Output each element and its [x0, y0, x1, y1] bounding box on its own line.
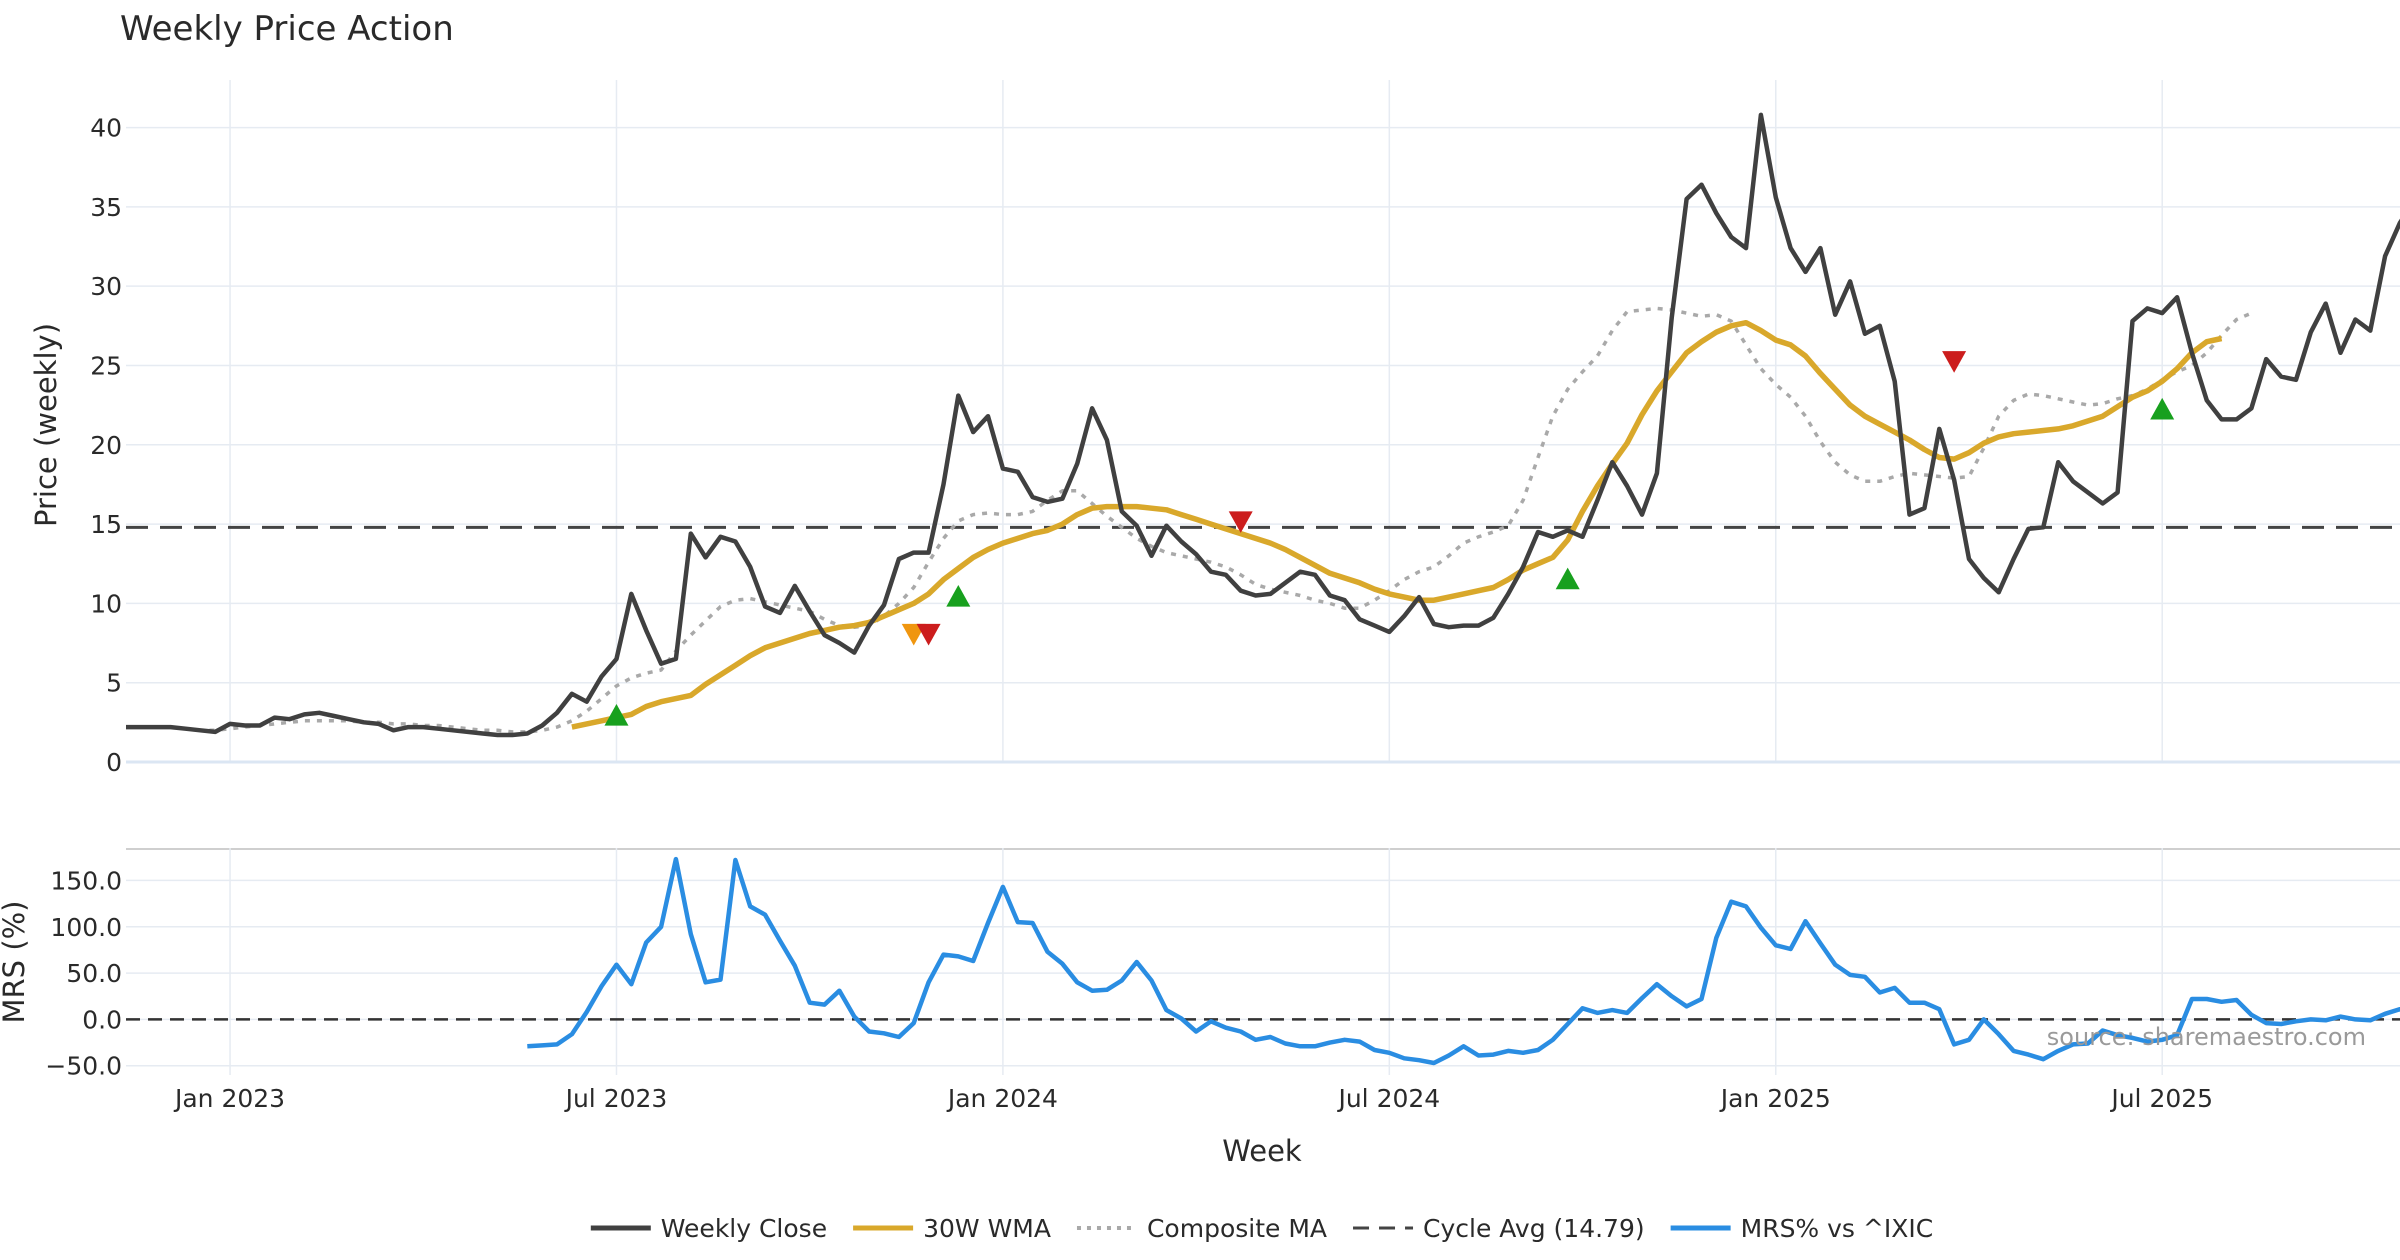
- chart-title: Weekly Price Action: [120, 9, 454, 49]
- x-tick-label: Jan 2024: [946, 1084, 1058, 1113]
- sell-signal-marker: [916, 623, 941, 646]
- mrs-y-tick-label: 0.0: [82, 1005, 122, 1034]
- legend-label: Composite MA: [1147, 1214, 1327, 1243]
- legend: Weekly Close 30W WMA Composite MA Cycle Avg…: [590, 1214, 1934, 1243]
- mrs-y-tick-label: 100.0: [50, 913, 122, 942]
- x-tick-label: Jul 2025: [2109, 1084, 2213, 1113]
- buy-signal-marker: [946, 585, 971, 607]
- price-y-tick-label: 10: [90, 589, 122, 618]
- x-tick-label: Jul 2024: [1336, 1084, 1440, 1113]
- sell-signal-marker: [1228, 511, 1253, 533]
- wma-30w-line: [571, 319, 2223, 730]
- mrs-y-tick-label: −50.0: [45, 1052, 122, 1081]
- source-label: source: sharemaestro.com: [2047, 1023, 2366, 1051]
- price-y-tick-label: 30: [90, 272, 122, 301]
- sell-signal-marker: [1942, 351, 1967, 373]
- price-y-tick-label: 20: [90, 431, 122, 460]
- price-y-tick-label: 5: [106, 669, 122, 698]
- price-y-tick-label: 25: [90, 351, 122, 380]
- price-y-tick-label: 0: [106, 748, 122, 777]
- buy-signal-marker: [1555, 567, 1580, 590]
- x-axis-title: Week: [1222, 1134, 1302, 1168]
- x-axis: Jan 2023 Jul 2023 Jan 2024 Jul 2024 Jan 2025…: [173, 1084, 2213, 1113]
- price-y-tick-label: 35: [90, 193, 122, 222]
- price-y-axis-title: Price (weekly): [29, 323, 63, 527]
- price-y-tick-label: 15: [90, 510, 122, 539]
- x-tick-label: Jan 2025: [1719, 1084, 1831, 1113]
- buy-signal-marker: [2150, 397, 2175, 420]
- price-y-tick-label: 40: [90, 114, 122, 143]
- legend-label: 30W WMA: [923, 1214, 1051, 1243]
- mrs-panel: 150.0 100.0 50.0 0.0 −50.0: [45, 848, 2400, 1081]
- price-panel: 0 5 10 15 20 25 30 35 40: [90, 80, 2400, 850]
- legend-label: MRS% vs ^IXIC: [1741, 1214, 1934, 1243]
- x-tick-label: Jan 2023: [173, 1084, 285, 1113]
- weekly-close-line: [126, 112, 2400, 738]
- buy-signal-marker: [604, 704, 629, 726]
- mrs-y-tick-label: 150.0: [50, 866, 122, 895]
- mrs-y-tick-label: 50.0: [66, 959, 122, 988]
- mrs-line: [527, 856, 2400, 1066]
- composite-ma-line: [185, 306, 2253, 734]
- x-tick-label: Jul 2023: [564, 1084, 668, 1113]
- mrs-y-axis-title: MRS (%): [0, 901, 31, 1024]
- legend-label: Cycle Avg (14.79): [1423, 1214, 1645, 1243]
- legend-label: Weekly Close: [661, 1214, 827, 1243]
